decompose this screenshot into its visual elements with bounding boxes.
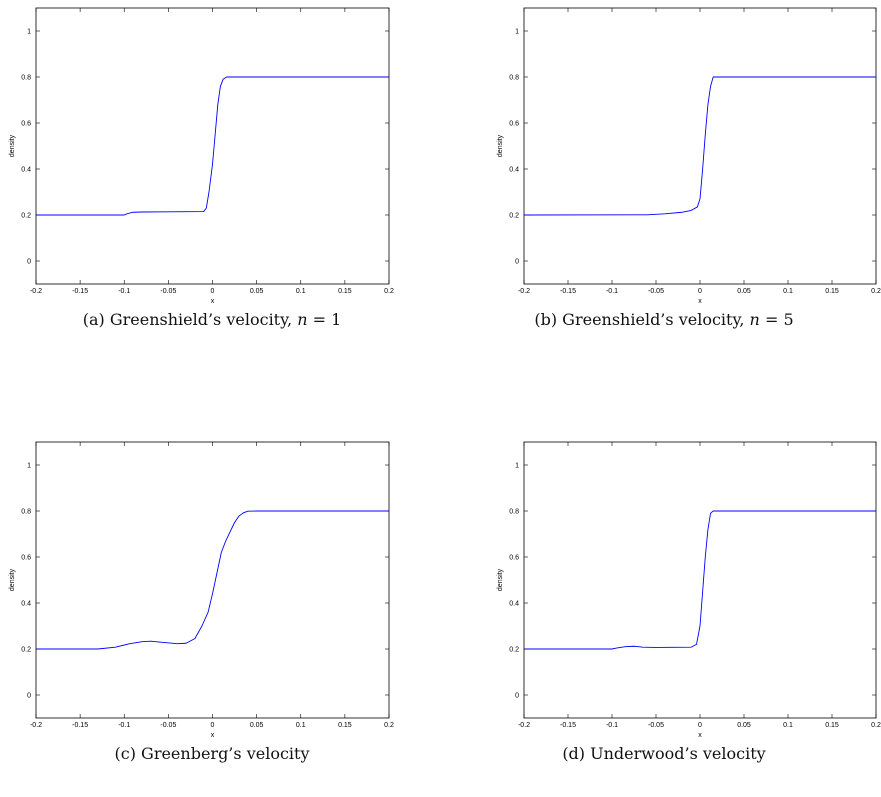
plot-frame-c <box>35 441 390 719</box>
x-axis-label-b: x <box>698 298 702 305</box>
x-tick-label-c: 0.1 <box>296 722 306 729</box>
panel-b: -0.2 -0.15 -0.1 -0.05 0 0.05 0.1 0.15 0.2 0 0.2 0.4… <box>440 0 881 380</box>
chart-c: -0.2 -0.15 -0.1 -0.05 0 0.05 0.1 0.15 0.2 0 0.2 0.4… <box>9 441 394 739</box>
x-tick-label-d: 0.05 <box>737 722 751 729</box>
x-tick-label-b: 0.05 <box>737 288 751 295</box>
x-tick-label-b: -0.2 <box>518 288 530 295</box>
x-tick-label-d: -0.1 <box>606 722 618 729</box>
panel-c: -0.2 -0.15 -0.1 -0.05 0 0.05 0.1 0.15 0.2 0 0.2 0.4… <box>0 434 440 797</box>
x-tick-label-b: -0.05 <box>648 288 664 295</box>
y-tick-label-b: 0.2 <box>509 213 519 220</box>
plot-frame-d <box>523 441 877 719</box>
x-tick-label-c: -0.15 <box>72 722 88 729</box>
y-tick-label-a: 0 <box>27 259 31 266</box>
x-tick-label-a: -0.2 <box>30 288 42 295</box>
x-tick-label-a: 0 <box>211 288 215 295</box>
y-tick-label-d: 0 <box>515 693 519 700</box>
x-tick-label-b: 0 <box>698 288 702 295</box>
y-axis-label-d: density <box>497 568 504 591</box>
y-tick-label-b: 0.8 <box>509 75 519 82</box>
x-tick-label-b: -0.15 <box>560 288 576 295</box>
x-tick-label-d: -0.05 <box>648 722 664 729</box>
caption-a: (a) Greenshield’s velocity, n = 1 <box>12 310 412 329</box>
y-tick-label-a: 0.8 <box>21 75 31 82</box>
density-line-a <box>36 76 389 216</box>
caption-d: (d) Underwood’s velocity <box>464 744 864 763</box>
y-tick-label-c: 0.8 <box>21 509 31 516</box>
y-tick-label-d: 1 <box>515 463 519 470</box>
x-axis-label-c: x <box>211 732 215 739</box>
chart-b: -0.2 -0.15 -0.1 -0.05 0 0.05 0.1 0.15 0.2 0 0.2 0.4… <box>497 7 881 305</box>
x-tick-label-a: 0.15 <box>338 288 352 295</box>
x-tick-label-d: 0.15 <box>825 722 839 729</box>
x-tick-label-b: -0.1 <box>606 288 618 295</box>
caption-b: (b) Greenshield’s velocity, n = 5 <box>464 310 864 329</box>
y-tick-label-d: 0.6 <box>509 555 519 562</box>
x-tick-label-a: -0.15 <box>72 288 88 295</box>
x-tick-label-d: 0.1 <box>783 722 793 729</box>
density-line-b <box>523 76 876 216</box>
panel-a: -0.2 -0.15 -0.1 -0.05 0 0.05 0.1 0.15 0.2 0 0.2 0.4… <box>0 0 440 380</box>
x-tick-label-d: 0.2 <box>871 722 881 729</box>
caption-c-prefix: (c) Greenberg’s velocity <box>114 744 310 763</box>
x-tick-label-d: -0.15 <box>560 722 576 729</box>
y-tick-label-a: 0.2 <box>21 213 31 220</box>
y-axis-label-c: density <box>9 568 16 591</box>
y-tick-label-b: 0.4 <box>509 167 519 174</box>
y-tick-label-c: 0.6 <box>21 555 31 562</box>
x-tick-label-c: -0.2 <box>30 722 42 729</box>
x-tick-label-d: 0 <box>698 722 702 729</box>
x-tick-label-b: 0.2 <box>871 288 881 295</box>
x-axis-label-d: x <box>698 732 702 739</box>
plot-frame-b <box>523 7 877 285</box>
y-tick-label-a: 1 <box>27 29 31 36</box>
density-line-c <box>36 510 389 650</box>
y-tick-label-d: 0.2 <box>509 647 519 654</box>
plot-frame-a <box>35 7 390 285</box>
y-axis-label-b: density <box>497 134 504 157</box>
y-tick-label-a: 0.4 <box>21 167 31 174</box>
caption-c: (c) Greenberg’s velocity <box>12 744 412 763</box>
caption-b-var: n <box>749 310 760 329</box>
x-tick-label-c: 0 <box>211 722 215 729</box>
caption-a-var: n <box>297 310 308 329</box>
y-tick-label-b: 1 <box>515 29 519 36</box>
y-tick-label-c: 0.4 <box>21 601 31 608</box>
caption-a-prefix: (a) Greenshield’s velocity, <box>82 310 298 329</box>
panel-d: -0.2 -0.15 -0.1 -0.05 0 0.05 0.1 0.15 0.2 0 0.2 0.4… <box>440 434 881 797</box>
x-tick-label-b: 0.15 <box>825 288 839 295</box>
x-tick-label-c: -0.05 <box>160 722 176 729</box>
y-tick-label-d: 0.8 <box>509 509 519 516</box>
x-tick-label-c: 0.05 <box>250 722 264 729</box>
caption-b-prefix: (b) Greenshield’s velocity, <box>534 310 750 329</box>
chart-d: -0.2 -0.15 -0.1 -0.05 0 0.05 0.1 0.15 0.2 0 0.2 0.4… <box>497 441 881 739</box>
caption-a-suffix: = 1 <box>307 310 342 329</box>
caption-b-suffix: = 5 <box>759 310 794 329</box>
y-tick-label-b: 0.6 <box>509 121 519 128</box>
y-tick-label-c: 0.2 <box>21 647 31 654</box>
x-tick-label-a: -0.1 <box>118 288 130 295</box>
x-tick-label-a: 0.2 <box>384 288 394 295</box>
y-tick-label-b: 0 <box>515 259 519 266</box>
x-tick-label-c: -0.1 <box>118 722 130 729</box>
x-tick-label-a: -0.05 <box>160 288 176 295</box>
y-tick-label-c: 0 <box>27 693 31 700</box>
y-tick-label-d: 0.4 <box>509 601 519 608</box>
x-tick-label-c: 0.15 <box>338 722 352 729</box>
x-tick-label-a: 0.1 <box>296 288 306 295</box>
x-tick-label-b: 0.1 <box>783 288 793 295</box>
x-tick-label-d: -0.2 <box>518 722 530 729</box>
density-line-d <box>524 510 876 650</box>
chart-a: -0.2 -0.15 -0.1 -0.05 0 0.05 0.1 0.15 0.2 0 0.2 0.4… <box>9 7 394 305</box>
y-tick-label-a: 0.6 <box>21 121 31 128</box>
y-tick-label-c: 1 <box>27 463 31 470</box>
x-tick-label-a: 0.05 <box>250 288 264 295</box>
caption-d-prefix: (d) Underwood’s velocity <box>562 744 766 763</box>
y-axis-label-a: density <box>9 134 16 157</box>
x-axis-label-a: x <box>211 298 215 305</box>
x-tick-label-c: 0.2 <box>384 722 394 729</box>
